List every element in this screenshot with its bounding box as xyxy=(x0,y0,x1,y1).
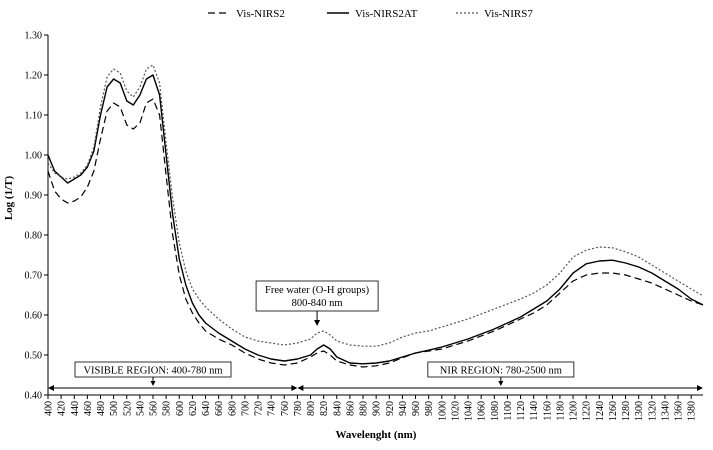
x-tick-label: 400 xyxy=(44,401,55,416)
annotations: Free water (O-H groups) 800-840 nm VISIBLE… xyxy=(48,280,703,391)
visible-region-label: VISIBLE REGION: 400-780 nm xyxy=(83,366,222,377)
y-tick-label: 0.60 xyxy=(25,311,43,322)
x-tick-label: 680 xyxy=(227,401,238,416)
y-tick-label: 1.10 xyxy=(25,111,43,122)
x-tick-label: 640 xyxy=(201,401,212,416)
y-tick-label: 0.80 xyxy=(25,231,43,242)
x-tick-label: 1320 xyxy=(647,401,658,421)
x-tick-label: 740 xyxy=(267,401,278,416)
x-tick-label: 900 xyxy=(372,401,383,416)
x-tick-label: 660 xyxy=(214,401,225,416)
nir-region-arrowhead-left xyxy=(297,385,304,391)
y-tick-label: 0.90 xyxy=(25,191,43,202)
x-axis: 400 420 440 460 480 500 520 540 560 580 600 620 640 6… xyxy=(44,394,703,421)
y-tick-label: 0.50 xyxy=(25,351,43,362)
x-tick-label: 1080 xyxy=(490,401,501,421)
nir-region-marker-head xyxy=(498,381,504,386)
x-tick-label: 1240 xyxy=(595,401,606,421)
x-tick-label: 1160 xyxy=(542,401,553,421)
legend: Vis-NIRS2 Vis-NIRS2AT Vis-NIRS7 xyxy=(208,8,533,20)
x-tick-label: 820 xyxy=(319,401,330,416)
visible-region-marker-head xyxy=(150,381,156,386)
x-tick-label: 440 xyxy=(70,401,81,416)
free-water-box xyxy=(255,280,379,312)
x-tick-label: 480 xyxy=(96,401,107,416)
y-tick-label: 0.70 xyxy=(25,271,43,282)
x-tick-label: 960 xyxy=(411,401,422,416)
series-group xyxy=(47,64,704,368)
free-water-range: 800-840 nm xyxy=(292,298,343,309)
x-tick-label: 1040 xyxy=(464,401,475,421)
x-tick-label: 580 xyxy=(162,401,173,416)
x-tick-label: 860 xyxy=(345,401,356,416)
visible-region-arrowhead-right xyxy=(291,385,298,391)
x-tick-label: 1100 xyxy=(503,401,514,421)
legend-label: Vis-NIRS7 xyxy=(484,8,533,20)
x-tick-label: 560 xyxy=(149,401,160,416)
x-tick-label: 800 xyxy=(306,401,317,416)
x-tick-label: 1300 xyxy=(634,401,645,421)
x-tick-label: 620 xyxy=(188,401,199,416)
x-tick-label: 1220 xyxy=(582,401,593,421)
x-tick-label: 840 xyxy=(332,401,343,416)
legend-label: Vis-NIRS2 xyxy=(236,8,285,20)
x-tick-label: 1120 xyxy=(516,401,527,421)
series-line-vis-nirs2 xyxy=(47,98,704,368)
x-tick-label: 1000 xyxy=(437,401,448,421)
series-line-vis-nirs7 xyxy=(47,64,704,347)
x-tick-label: 780 xyxy=(293,401,304,416)
free-water-label: Free water (O-H groups) xyxy=(265,285,370,296)
x-tick-label: 1140 xyxy=(529,401,540,421)
x-tick-label: 1360 xyxy=(674,401,685,421)
x-tick-label: 940 xyxy=(398,401,409,416)
nir-region-arrowhead-right xyxy=(697,385,703,391)
x-tick-label: 1340 xyxy=(660,401,671,421)
y-tick-label: 1.00 xyxy=(25,151,43,162)
y-tick-label: 0.40 xyxy=(25,391,43,402)
y-axis: 0.40 0.50 0.60 0.70 0.80 0.90 1.00 1.10 1.20 1.30 xyxy=(25,31,49,402)
x-tick-label: 520 xyxy=(122,401,133,416)
x-tick-label: 1180 xyxy=(555,401,566,421)
x-tick-label: 1020 xyxy=(450,401,461,421)
x-tick-label: 500 xyxy=(109,401,120,416)
x-tick-label: 1380 xyxy=(687,401,698,421)
x-tick-label: 1280 xyxy=(621,401,632,421)
free-water-arrowhead xyxy=(314,320,321,326)
y-tick-label: 1.20 xyxy=(25,71,43,82)
x-tick-label: 600 xyxy=(175,401,186,416)
x-tick-label: 880 xyxy=(359,401,370,416)
visible-region-arrowhead-left xyxy=(48,385,54,391)
x-axis-title: Wavelenght (nm) xyxy=(336,429,417,441)
x-tick-label: 540 xyxy=(135,401,146,416)
nir-region-label: NIR REGION: 780-2500 nm xyxy=(440,366,562,377)
x-tick-label: 700 xyxy=(240,401,251,416)
x-tick-label: 760 xyxy=(280,401,291,416)
x-tick-label: 460 xyxy=(83,401,94,416)
y-axis-title: Log (1/T) xyxy=(3,176,15,221)
x-tick-label: 1200 xyxy=(569,401,580,421)
series-line-vis-nirs2at xyxy=(47,74,704,365)
legend-label: Vis-NIRS2AT xyxy=(355,8,418,20)
x-tick-label: 1260 xyxy=(608,401,619,421)
y-tick-label: 1.30 xyxy=(25,31,43,42)
x-tick-label: 920 xyxy=(385,401,396,416)
x-tick-label: 980 xyxy=(424,401,435,416)
x-tick-label: 420 xyxy=(57,401,68,416)
x-tick-label: 720 xyxy=(254,401,265,416)
x-tick-label: 1060 xyxy=(477,401,488,421)
